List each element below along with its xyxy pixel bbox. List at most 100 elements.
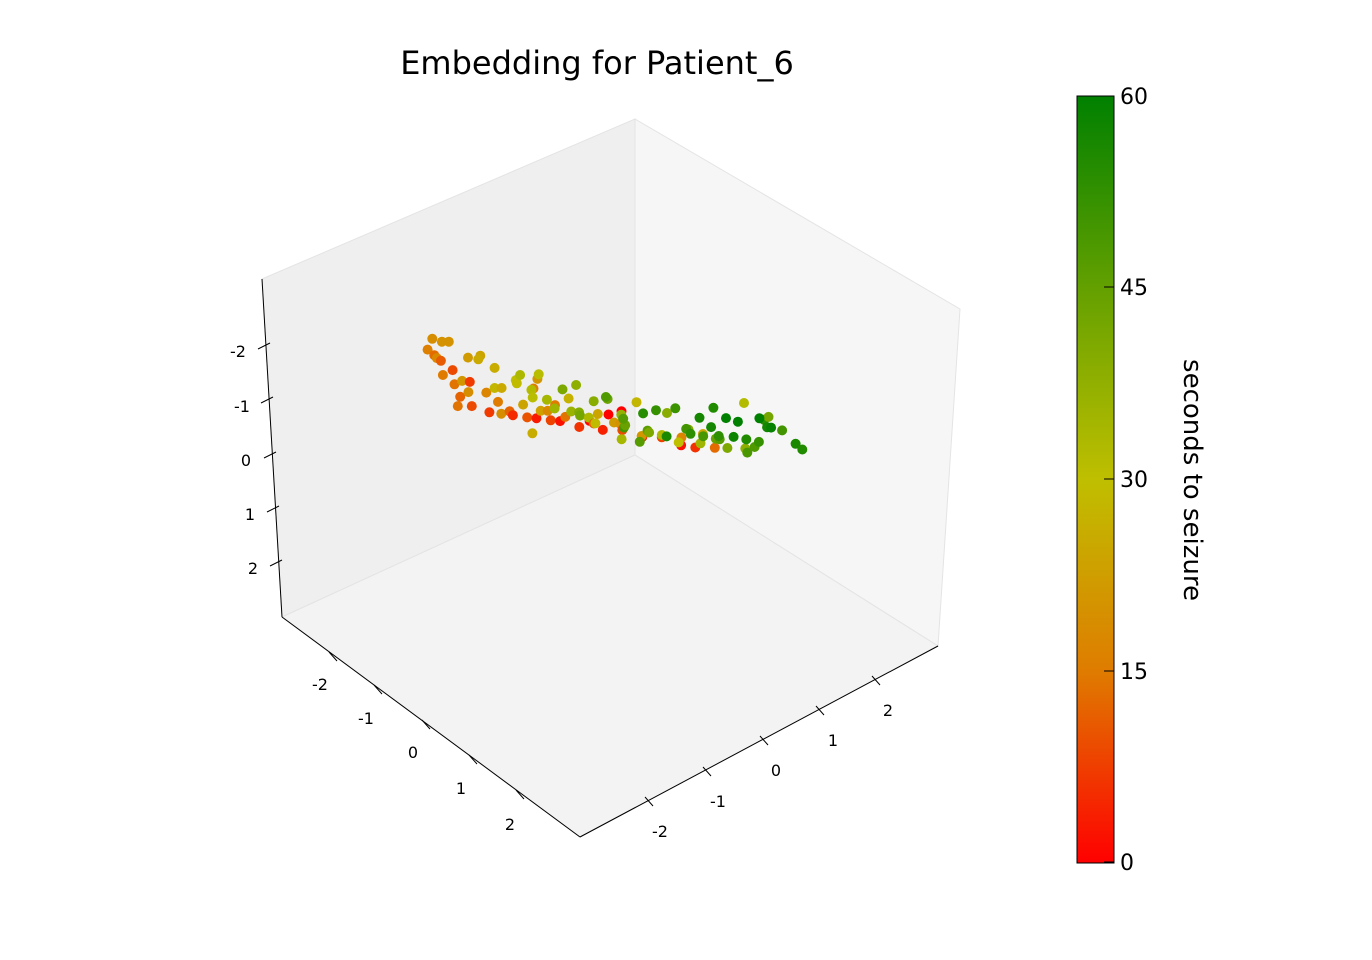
axes-3d: -2 -1 0 1 2 -2 -1 0 1 2 -2 -1 <box>230 118 961 841</box>
scatter-point <box>549 403 560 414</box>
scatter-point <box>443 336 454 347</box>
y-axis-line <box>579 645 939 838</box>
scatter-point <box>722 443 733 453</box>
scatter-point <box>739 398 749 408</box>
scatter-point <box>545 415 556 426</box>
scatter-point <box>777 425 788 436</box>
scatter-point <box>533 369 544 380</box>
scatter-point <box>741 434 752 445</box>
scatter-points <box>422 333 808 458</box>
y-axis-ticks: -2 -1 0 1 2 <box>644 675 893 841</box>
z-tick-mark <box>257 342 271 350</box>
scatter-point <box>437 370 448 380</box>
scatter-point <box>449 379 460 390</box>
scatter-point <box>790 438 801 449</box>
scatter-point <box>588 396 599 407</box>
scatter-point <box>698 431 709 442</box>
x-tick-label: 0 <box>408 743 418 762</box>
scatter-point <box>518 399 529 410</box>
y-tick-mark <box>871 675 881 686</box>
scatter-point <box>473 354 484 365</box>
scatter-point <box>427 333 438 344</box>
scatter-point <box>732 416 743 427</box>
scatter-point <box>464 376 475 387</box>
z-tick-mark <box>260 396 274 404</box>
scatter-point <box>797 444 808 455</box>
x-tick-mark <box>373 684 383 695</box>
scatter-point <box>496 383 507 393</box>
scatter-point <box>493 396 503 407</box>
x-axis-ticks: -2 -1 0 1 2 <box>312 651 525 834</box>
scatter-point <box>566 406 577 417</box>
scatter-point <box>496 408 507 419</box>
x-tick-mark <box>515 789 525 800</box>
scatter-point <box>507 410 518 421</box>
scatter-point <box>685 428 696 439</box>
scatter-point <box>634 436 645 447</box>
scatter-point <box>670 403 681 414</box>
scatter-point <box>575 410 586 421</box>
scatter-point <box>713 431 724 441</box>
scatter-point <box>754 413 765 424</box>
y-tick-mark <box>702 766 712 777</box>
y-tick-label: 0 <box>771 761 781 780</box>
scatter-point <box>766 422 777 433</box>
scatter-point <box>484 407 495 418</box>
scatter-point <box>600 392 611 402</box>
scatter-point <box>616 434 627 445</box>
colorbar-tick-label: 15 <box>1120 660 1148 685</box>
scatter-point <box>466 401 477 412</box>
scatter-point <box>522 412 533 423</box>
scatter-point <box>618 413 629 424</box>
scatter-point <box>531 413 542 424</box>
z-tick-mark <box>266 505 280 513</box>
scatter-point <box>592 409 603 419</box>
scatter-point <box>541 394 552 405</box>
y-tick-label: 1 <box>828 731 838 750</box>
colorbar-tick-label: 0 <box>1120 851 1134 876</box>
scatter-point <box>753 436 764 447</box>
colorbar-tick-label: 45 <box>1120 276 1148 301</box>
x-tick-label: -2 <box>312 675 328 694</box>
y-tick-label: 2 <box>883 701 893 720</box>
y-tick-label: -2 <box>652 822 668 841</box>
colorbar-tick-label: 30 <box>1120 468 1148 493</box>
scatter-point <box>742 447 753 458</box>
x-tick-label: -1 <box>358 709 374 728</box>
scatter-point <box>661 431 672 442</box>
scatter-point <box>535 405 546 416</box>
scatter-point <box>574 422 585 432</box>
scatter-point <box>527 392 538 403</box>
scatter-point <box>651 405 661 416</box>
z-tick-mark <box>269 559 283 567</box>
z-axis-line <box>261 278 283 618</box>
scatter-point <box>603 409 614 420</box>
scatter-point <box>463 352 473 363</box>
z-tick-label: -1 <box>234 397 250 416</box>
x-axis-line <box>281 616 581 838</box>
colorbar-label: seconds to seizure <box>1177 359 1207 601</box>
scatter-point <box>721 413 731 424</box>
y-tick-label: -1 <box>710 792 726 811</box>
z-tick-label: 2 <box>248 559 258 578</box>
z-tick-label: -2 <box>230 342 246 361</box>
scatter-point <box>644 427 655 438</box>
scatter-point <box>489 362 500 373</box>
z-tick-label: 1 <box>245 505 255 524</box>
x-tick-mark <box>468 754 478 765</box>
scatter-point <box>447 365 458 376</box>
scatter-point <box>763 411 774 422</box>
x-tick-mark <box>328 651 338 662</box>
scatter-point <box>563 393 574 404</box>
scatter-point <box>590 418 601 429</box>
scatter-point <box>706 422 717 433</box>
scatter-point <box>489 383 500 393</box>
x-tick-label: 1 <box>456 779 466 798</box>
scatter-point <box>436 336 447 347</box>
scatter-point <box>662 408 672 418</box>
y-tick-mark <box>644 796 654 807</box>
scatter-point <box>435 355 446 366</box>
scatter-point <box>694 412 705 423</box>
z-tick-mark <box>263 451 277 459</box>
